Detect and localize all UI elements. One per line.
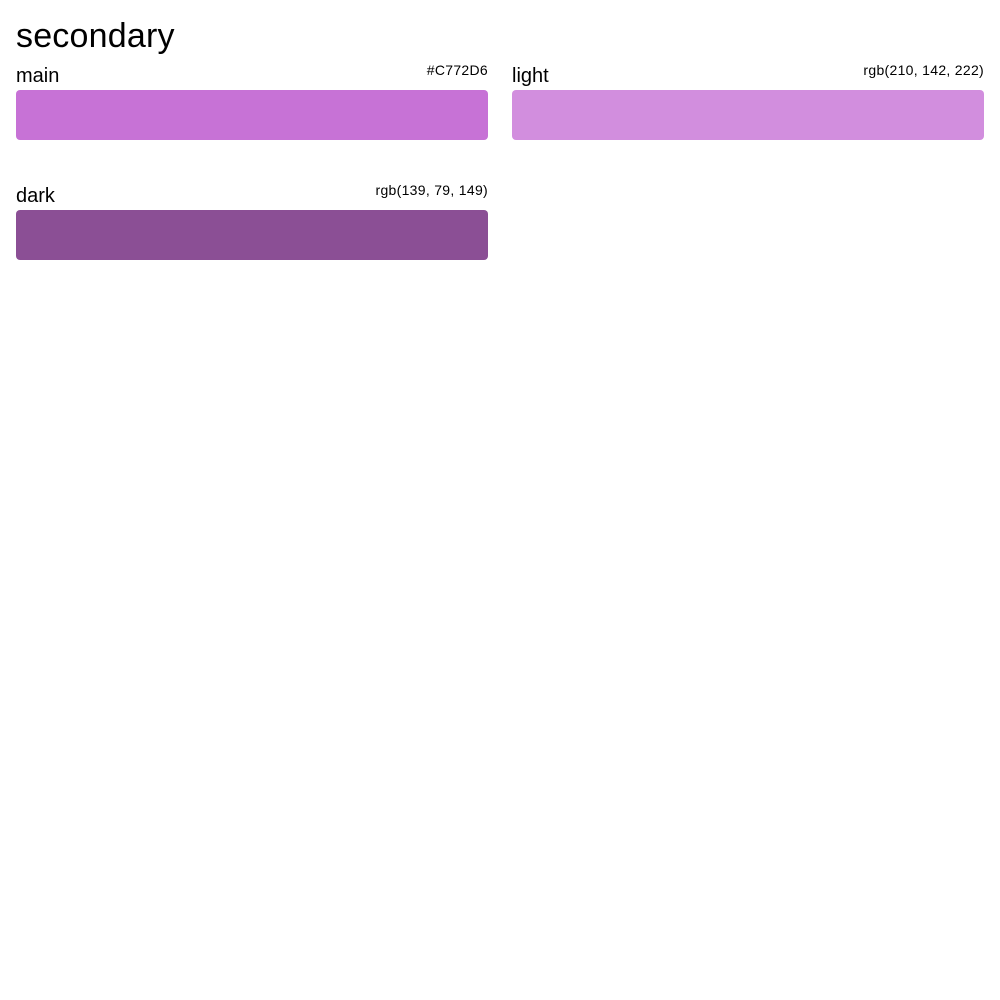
swatch-dark: dark rgb(139, 79, 149)	[16, 182, 488, 260]
swatch-name: light	[512, 65, 549, 87]
swatch-color-value: rgb(139, 79, 149)	[375, 182, 488, 198]
palette-title: secondary	[16, 17, 175, 55]
swatch-grid: main #C772D6 light rgb(210, 142, 222) da…	[16, 62, 984, 260]
swatch-header: light rgb(210, 142, 222)	[512, 62, 984, 90]
swatch-header: main #C772D6	[16, 62, 488, 90]
swatch-light: light rgb(210, 142, 222)	[512, 62, 984, 140]
color-swatch-bar	[16, 90, 488, 140]
swatch-name: main	[16, 65, 60, 87]
swatch-main: main #C772D6	[16, 62, 488, 140]
swatch-name: dark	[16, 185, 55, 207]
swatch-color-value: rgb(210, 142, 222)	[863, 62, 984, 78]
color-swatch-bar	[512, 90, 984, 140]
swatch-header: dark rgb(139, 79, 149)	[16, 182, 488, 210]
color-swatch-bar	[16, 210, 488, 260]
swatch-color-value: #C772D6	[426, 62, 488, 78]
